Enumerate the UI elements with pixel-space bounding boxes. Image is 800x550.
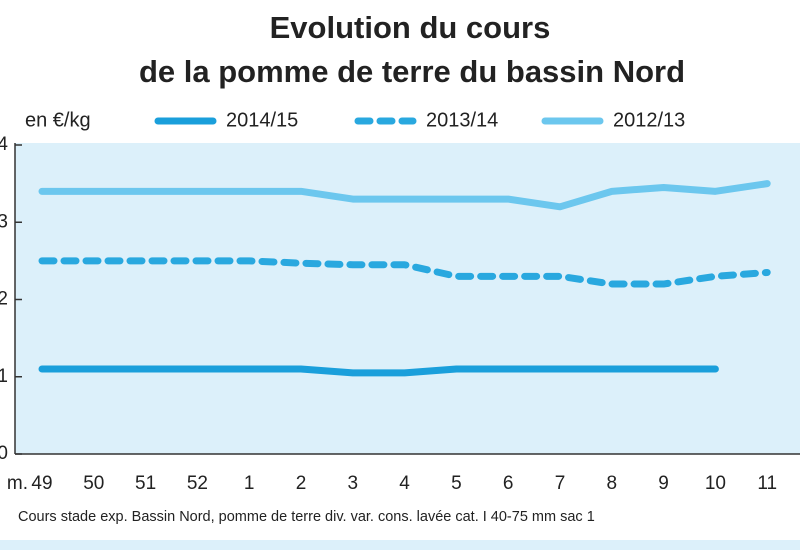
y-tick-label: 3: [0, 211, 8, 232]
x-tick-label: 3: [348, 473, 359, 494]
y-tick-label: 4: [0, 134, 8, 155]
x-tick-label: 9: [658, 473, 669, 494]
x-tick-label: 6: [503, 473, 514, 494]
y-tick-label: 2: [0, 289, 8, 310]
x-tick-label: 5: [451, 473, 462, 494]
x-tick-label: 50: [83, 473, 104, 494]
x-tick-label: 52: [187, 473, 208, 494]
x-tick-label: 4: [399, 473, 410, 494]
footer-band: [0, 540, 800, 550]
y-axis-label: en €/kg: [25, 109, 91, 131]
y-tick-label: 0: [0, 443, 8, 464]
legend-label: 2013/14: [426, 109, 498, 131]
x-tick-label: 8: [607, 473, 618, 494]
x-tick-label: 10: [705, 473, 726, 494]
chart-title: de la pomme de terre du bassin Nord: [139, 54, 685, 89]
x-tick-label: 2: [296, 473, 307, 494]
series-line: [38, 257, 771, 288]
x-tick-label: 1: [244, 473, 255, 494]
legend-label: 2014/15: [226, 109, 298, 131]
series-line: [38, 365, 719, 377]
y-tick-label: 1: [0, 366, 8, 387]
series-line: [38, 180, 771, 211]
legend-label: 2012/13: [613, 109, 685, 131]
x-tick-label: 7: [555, 473, 566, 494]
chart-title: Evolution du cours: [270, 10, 551, 45]
x-tick-label: 49: [31, 473, 52, 494]
footnote: Cours stade exp. Bassin Nord, pomme de t…: [18, 509, 595, 525]
x-tick-label: 11: [757, 473, 777, 494]
x-axis-label: m.: [7, 473, 28, 494]
x-tick-label: 51: [135, 473, 156, 494]
